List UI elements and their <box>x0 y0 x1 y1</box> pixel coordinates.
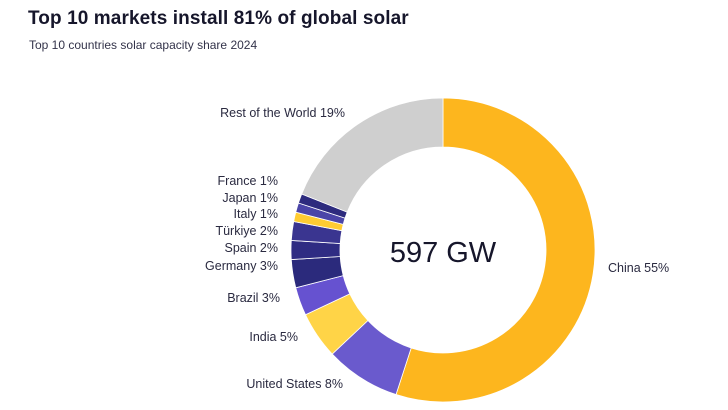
label-india: India 5% <box>249 330 298 344</box>
label-france: France 1% <box>218 174 278 188</box>
slice-labels: China 55% United States 8% India 5% Brazil … <box>205 106 669 391</box>
label-united-states: United States 8% <box>246 377 343 391</box>
label-china: China 55% <box>608 261 669 275</box>
label-spain: Spain 2% <box>224 241 278 255</box>
donut-slices <box>290 97 596 403</box>
label-t-rkiye: Türkiye 2% <box>215 224 278 238</box>
center-total-label: 597 GW <box>390 237 497 269</box>
label-japan: Japan 1% <box>222 191 278 205</box>
slice-rest-of-the-world <box>301 97 444 213</box>
label-brazil: Brazil 3% <box>227 291 280 305</box>
chart-title: Top 10 markets install 81% of global sol… <box>28 8 409 29</box>
label-italy: Italy 1% <box>234 207 278 221</box>
slice-china <box>395 97 596 403</box>
label-germany: Germany 3% <box>205 259 278 273</box>
chart-subtitle: Top 10 countries solar capacity share 20… <box>29 38 258 52</box>
label-rest-of-the-world: Rest of the World 19% <box>220 106 345 120</box>
